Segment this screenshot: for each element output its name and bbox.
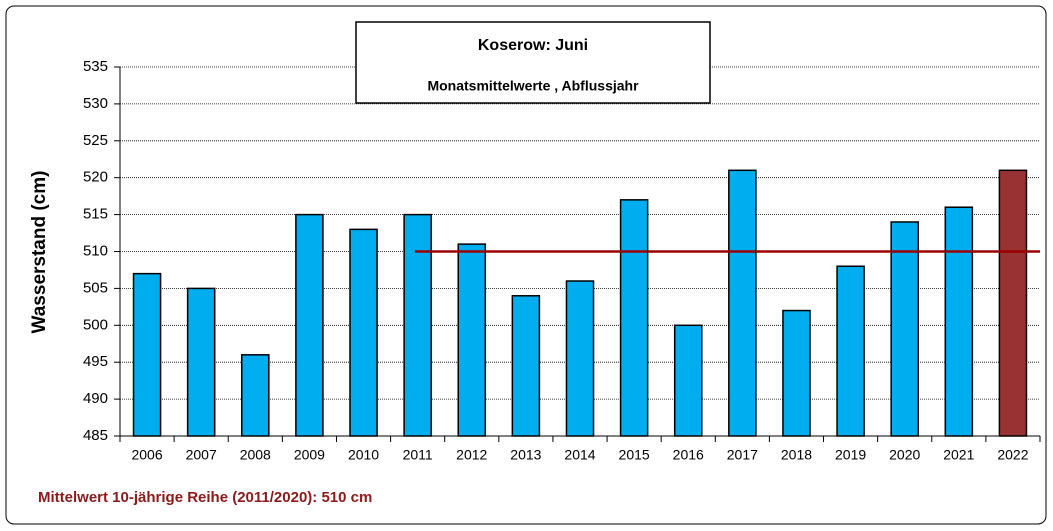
bar <box>782 309 811 437</box>
y-tick-label: 510 <box>83 242 108 259</box>
x-tick-label: 2013 <box>510 447 541 463</box>
x-tick-label: 2009 <box>294 447 325 463</box>
x-tick-label: 2008 <box>240 447 271 463</box>
bar <box>457 243 487 437</box>
y-tick-label: 505 <box>83 279 108 296</box>
x-tick-label: 2014 <box>564 447 595 463</box>
bar <box>619 199 649 437</box>
bar <box>132 272 162 437</box>
bar <box>511 295 541 437</box>
y-tick-label: 485 <box>83 427 108 444</box>
y-tick-label: 515 <box>83 206 108 223</box>
x-tick-label: 2011 <box>403 447 433 463</box>
x-tick-label: 2006 <box>131 447 162 463</box>
y-tick-label: 520 <box>83 169 108 186</box>
x-tick-label: 2019 <box>835 447 866 463</box>
y-tick-label: 490 <box>83 390 108 407</box>
bar <box>565 280 595 437</box>
y-tick-label: 495 <box>83 353 108 370</box>
chart-title: Koserow: Juni <box>478 37 588 54</box>
plot-area: 485 490 495 500 505 510 515 520 525 530 535 2006 200… <box>83 58 1041 463</box>
bar <box>673 324 703 437</box>
x-tick-label: 2021 <box>943 447 974 463</box>
bar <box>944 206 974 437</box>
x-tick-label: 2017 <box>727 447 758 463</box>
x-tick-label: 2022 <box>997 447 1028 463</box>
bar <box>241 354 270 437</box>
bar <box>998 169 1028 437</box>
x-tick-label: 2018 <box>781 447 812 463</box>
y-tick-label: 500 <box>83 316 108 333</box>
y-tick-label: 525 <box>83 132 108 149</box>
bar <box>890 221 919 437</box>
chart-subtitle: Monatsmittelwerte , Abflussjahr <box>427 78 639 94</box>
y-tick-label: 530 <box>83 95 108 112</box>
x-tick-label: 2020 <box>889 447 920 463</box>
x-tick-label: 2010 <box>348 447 379 463</box>
y-tick-label: 535 <box>83 58 108 75</box>
bar <box>295 213 324 437</box>
bar <box>836 265 865 437</box>
bar <box>349 228 378 437</box>
bar <box>728 169 757 437</box>
y-axis-label: Wasserstand (cm) <box>29 171 50 334</box>
bar <box>403 213 432 437</box>
x-tick-label: 2015 <box>619 447 650 463</box>
title-box <box>355 21 711 104</box>
note: Mittelwert 10-jährige Reihe (2011/2020):… <box>38 489 372 506</box>
x-tick-label: 2007 <box>186 447 217 463</box>
bar <box>186 287 216 437</box>
x-tick-label: 2016 <box>673 447 704 463</box>
x-tick-label: 2012 <box>456 447 487 463</box>
